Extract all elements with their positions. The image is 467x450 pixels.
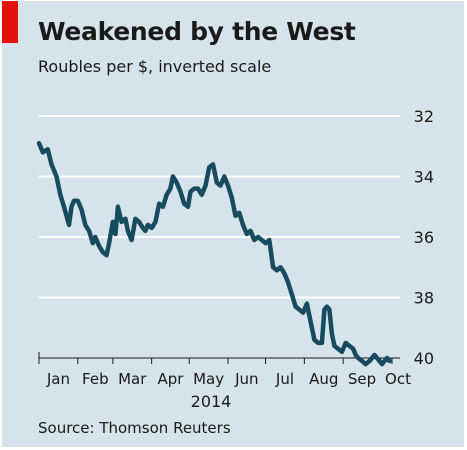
x-tick-label-jan: Jan [46,370,70,388]
chart-subtitle: Roubles per $, inverted scale [38,57,272,76]
x-tick-label-jul: Jul [275,370,294,388]
source-note: Source: Thomson Reuters [38,419,231,437]
x-axis-year-label: 2014 [191,392,232,411]
y-tick-label-32: 32 [414,107,434,126]
x-tick-label-sep: Sep [348,370,376,388]
y-tick-label-34: 34 [414,168,434,187]
y-tick-label-40: 40 [414,349,434,368]
chart-title: Weakened by the West [38,17,356,46]
gridlines [39,115,400,299]
series-layer [36,140,392,367]
y-tick-label-36: 36 [414,228,434,247]
x-tick-label-jun: Jun [234,370,258,388]
x-tick-label-aug: Aug [309,370,338,388]
y-tick-labels: 32 34 36 38 40 [414,107,434,368]
series-line-rouble-per-dollar [36,140,392,367]
x-tick-label-mar: Mar [118,370,147,388]
x-tick-label-may: May [193,370,224,388]
x-tick-label-feb: Feb [82,370,109,388]
x-tick-label-oct: Oct [385,370,411,388]
x-tick-label-apr: Apr [157,370,184,388]
y-tick-label-38: 38 [414,289,434,308]
x-axis: Jan Feb Mar Apr May Jun Jul Aug Sep Oct 2014 [38,352,411,411]
red-accent-tag [2,1,18,43]
